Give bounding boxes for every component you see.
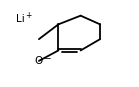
Text: O: O [35,56,43,66]
Text: −: − [43,53,50,62]
Text: +: + [25,11,32,20]
Text: Li: Li [17,14,25,24]
